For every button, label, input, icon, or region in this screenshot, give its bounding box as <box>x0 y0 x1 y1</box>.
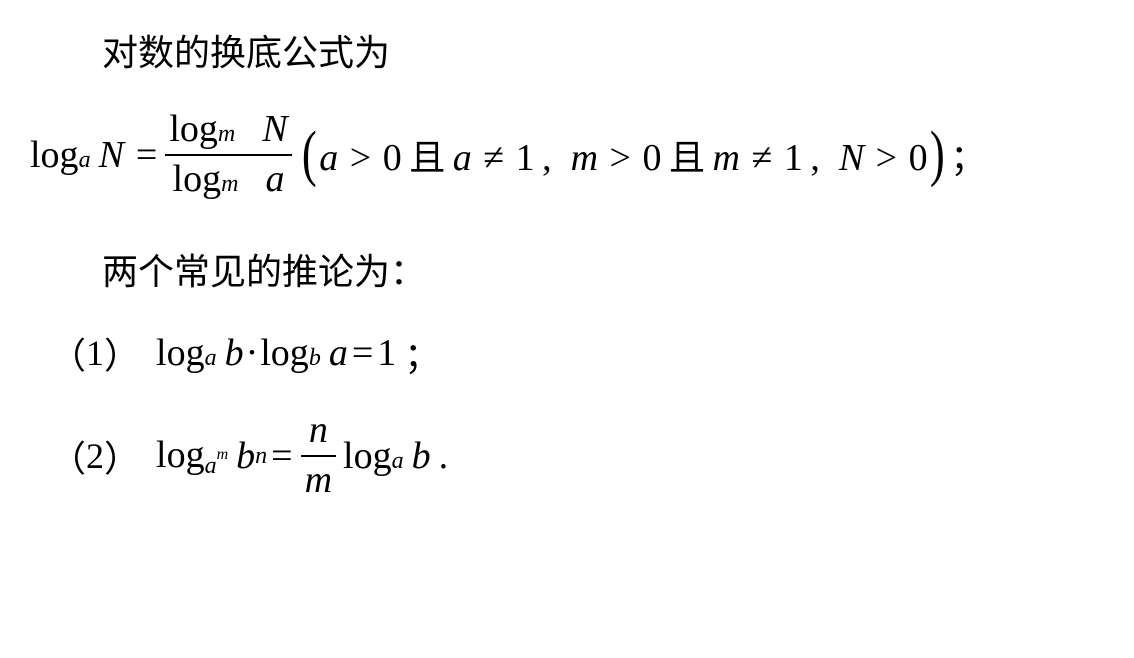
heading-corollaries: 两个常见的推论为： <box>102 243 426 295</box>
cond-zero-1: 0 <box>383 137 401 179</box>
cond-m: m <box>571 137 597 179</box>
c2-log1: log <box>156 433 205 477</box>
fraction-n-over-m: n m <box>301 409 336 502</box>
cond-gt-1: > <box>346 137 374 179</box>
cond-close-paren: ) <box>930 127 945 183</box>
c1-close: ） <box>104 327 140 379</box>
c1-base-a: a <box>205 345 217 372</box>
cond-gt-3: > <box>872 137 900 179</box>
cond-one-1: 1 <box>516 137 534 179</box>
c2-arg-b: b <box>236 434 255 478</box>
cond-neq-2: ≠ <box>747 137 775 179</box>
c2-base-a2: a <box>392 448 404 475</box>
cond-a: a <box>319 137 337 179</box>
heading-change-of-base: 对数的换底公式为 <box>102 24 390 76</box>
c2-num: 2 <box>86 435 104 477</box>
cond-m2: m <box>713 137 739 179</box>
cond-N: N <box>839 137 863 179</box>
c1-one: 1 <box>377 331 396 375</box>
c1-eq: = <box>348 331 377 375</box>
log-arg-N: N <box>99 133 124 177</box>
cond-zero-2: 0 <box>642 137 660 179</box>
cond-a2: a <box>453 137 471 179</box>
fraction-logmN-over-logma: log m N log m a <box>165 108 291 201</box>
c1-semicolon: ； <box>404 327 440 379</box>
log-base-a: a <box>79 147 91 174</box>
corollary-2: （ 2 ） log am bn = n m log a b . <box>50 409 1104 502</box>
cond-comma-2: , <box>810 137 819 179</box>
c1-open: （ <box>50 327 86 379</box>
cond-zero-3: 0 <box>909 137 927 179</box>
c2-open: （ <box>50 430 86 482</box>
frac-m: m <box>301 459 336 503</box>
cond-gt-2: > <box>606 137 634 179</box>
frac-num-base-m: m <box>218 121 235 149</box>
c2-log2: log <box>343 434 392 478</box>
c1-log2: log <box>260 331 309 375</box>
cond-and-1: 且 <box>409 138 444 178</box>
c1-arg-b: b <box>225 331 244 375</box>
c2-base-a: a <box>205 453 217 479</box>
c2-base-exp-m: m <box>217 446 229 463</box>
cond-one-2: 1 <box>784 137 802 179</box>
c2-period: . <box>439 434 449 478</box>
c1-num: 1 <box>86 332 104 374</box>
cond-comma-1: , <box>542 137 551 179</box>
log-word: log <box>30 133 79 177</box>
cond-open-paren: ( <box>302 127 317 183</box>
cond-neq-1: ≠ <box>479 137 507 179</box>
c2-close: ） <box>104 430 140 482</box>
c1-arg-a: a <box>329 331 348 375</box>
c1-log1: log <box>156 331 205 375</box>
c2-arg-b2: b <box>412 434 431 478</box>
formula-change-of-base: log a N = log m N log m a <box>30 108 1104 201</box>
c2-arg-exp-n: n <box>255 443 267 470</box>
frac-num-arg-N: N <box>262 108 287 150</box>
cond-and-2: 且 <box>669 138 704 178</box>
frac-den-log: log <box>173 158 222 202</box>
frac-den-base-m: m <box>221 171 238 199</box>
c2-eq: = <box>267 434 296 478</box>
frac-n: n <box>305 409 332 453</box>
corollary-1: （ 1 ） log a b · log b a = 1 ； <box>50 327 1104 379</box>
frac-den-arg-a: a <box>265 158 284 200</box>
c1-dot: · <box>244 331 261 375</box>
equals-sign: = <box>132 133 161 177</box>
main-semicolon: ； <box>950 129 986 181</box>
frac-num-log: log <box>169 108 218 152</box>
c1-base-b: b <box>309 345 321 372</box>
